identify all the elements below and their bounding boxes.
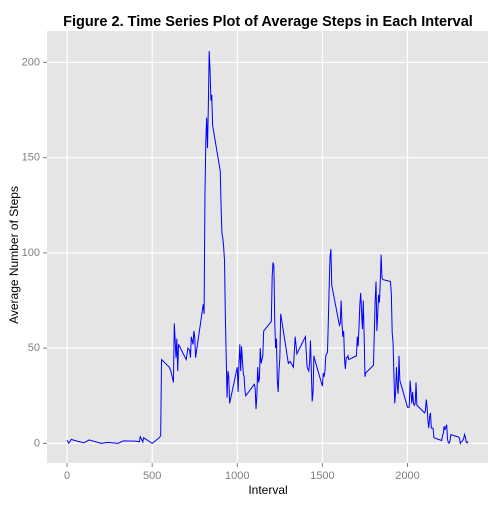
- y-tick-label: 100: [22, 247, 40, 259]
- y-tick-label: 50: [28, 342, 40, 354]
- x-tick-label: 0: [64, 470, 70, 482]
- x-tick-label: 1000: [225, 470, 249, 482]
- x-tick-label: 2000: [395, 470, 419, 482]
- y-tick-label: 200: [22, 56, 40, 68]
- y-axis-label: Average Number of Steps: [7, 186, 21, 324]
- x-tick-label: 1500: [310, 470, 334, 482]
- data-line: [66, 50, 469, 445]
- x-tick-label: 500: [143, 470, 161, 482]
- x-axis-label: Interval: [248, 483, 287, 497]
- y-tick-label: 0: [34, 437, 40, 449]
- chart-title: Figure 2. Time Series Plot of Average St…: [63, 14, 473, 30]
- panel: [47, 31, 488, 463]
- y-tick-label: 150: [22, 152, 40, 164]
